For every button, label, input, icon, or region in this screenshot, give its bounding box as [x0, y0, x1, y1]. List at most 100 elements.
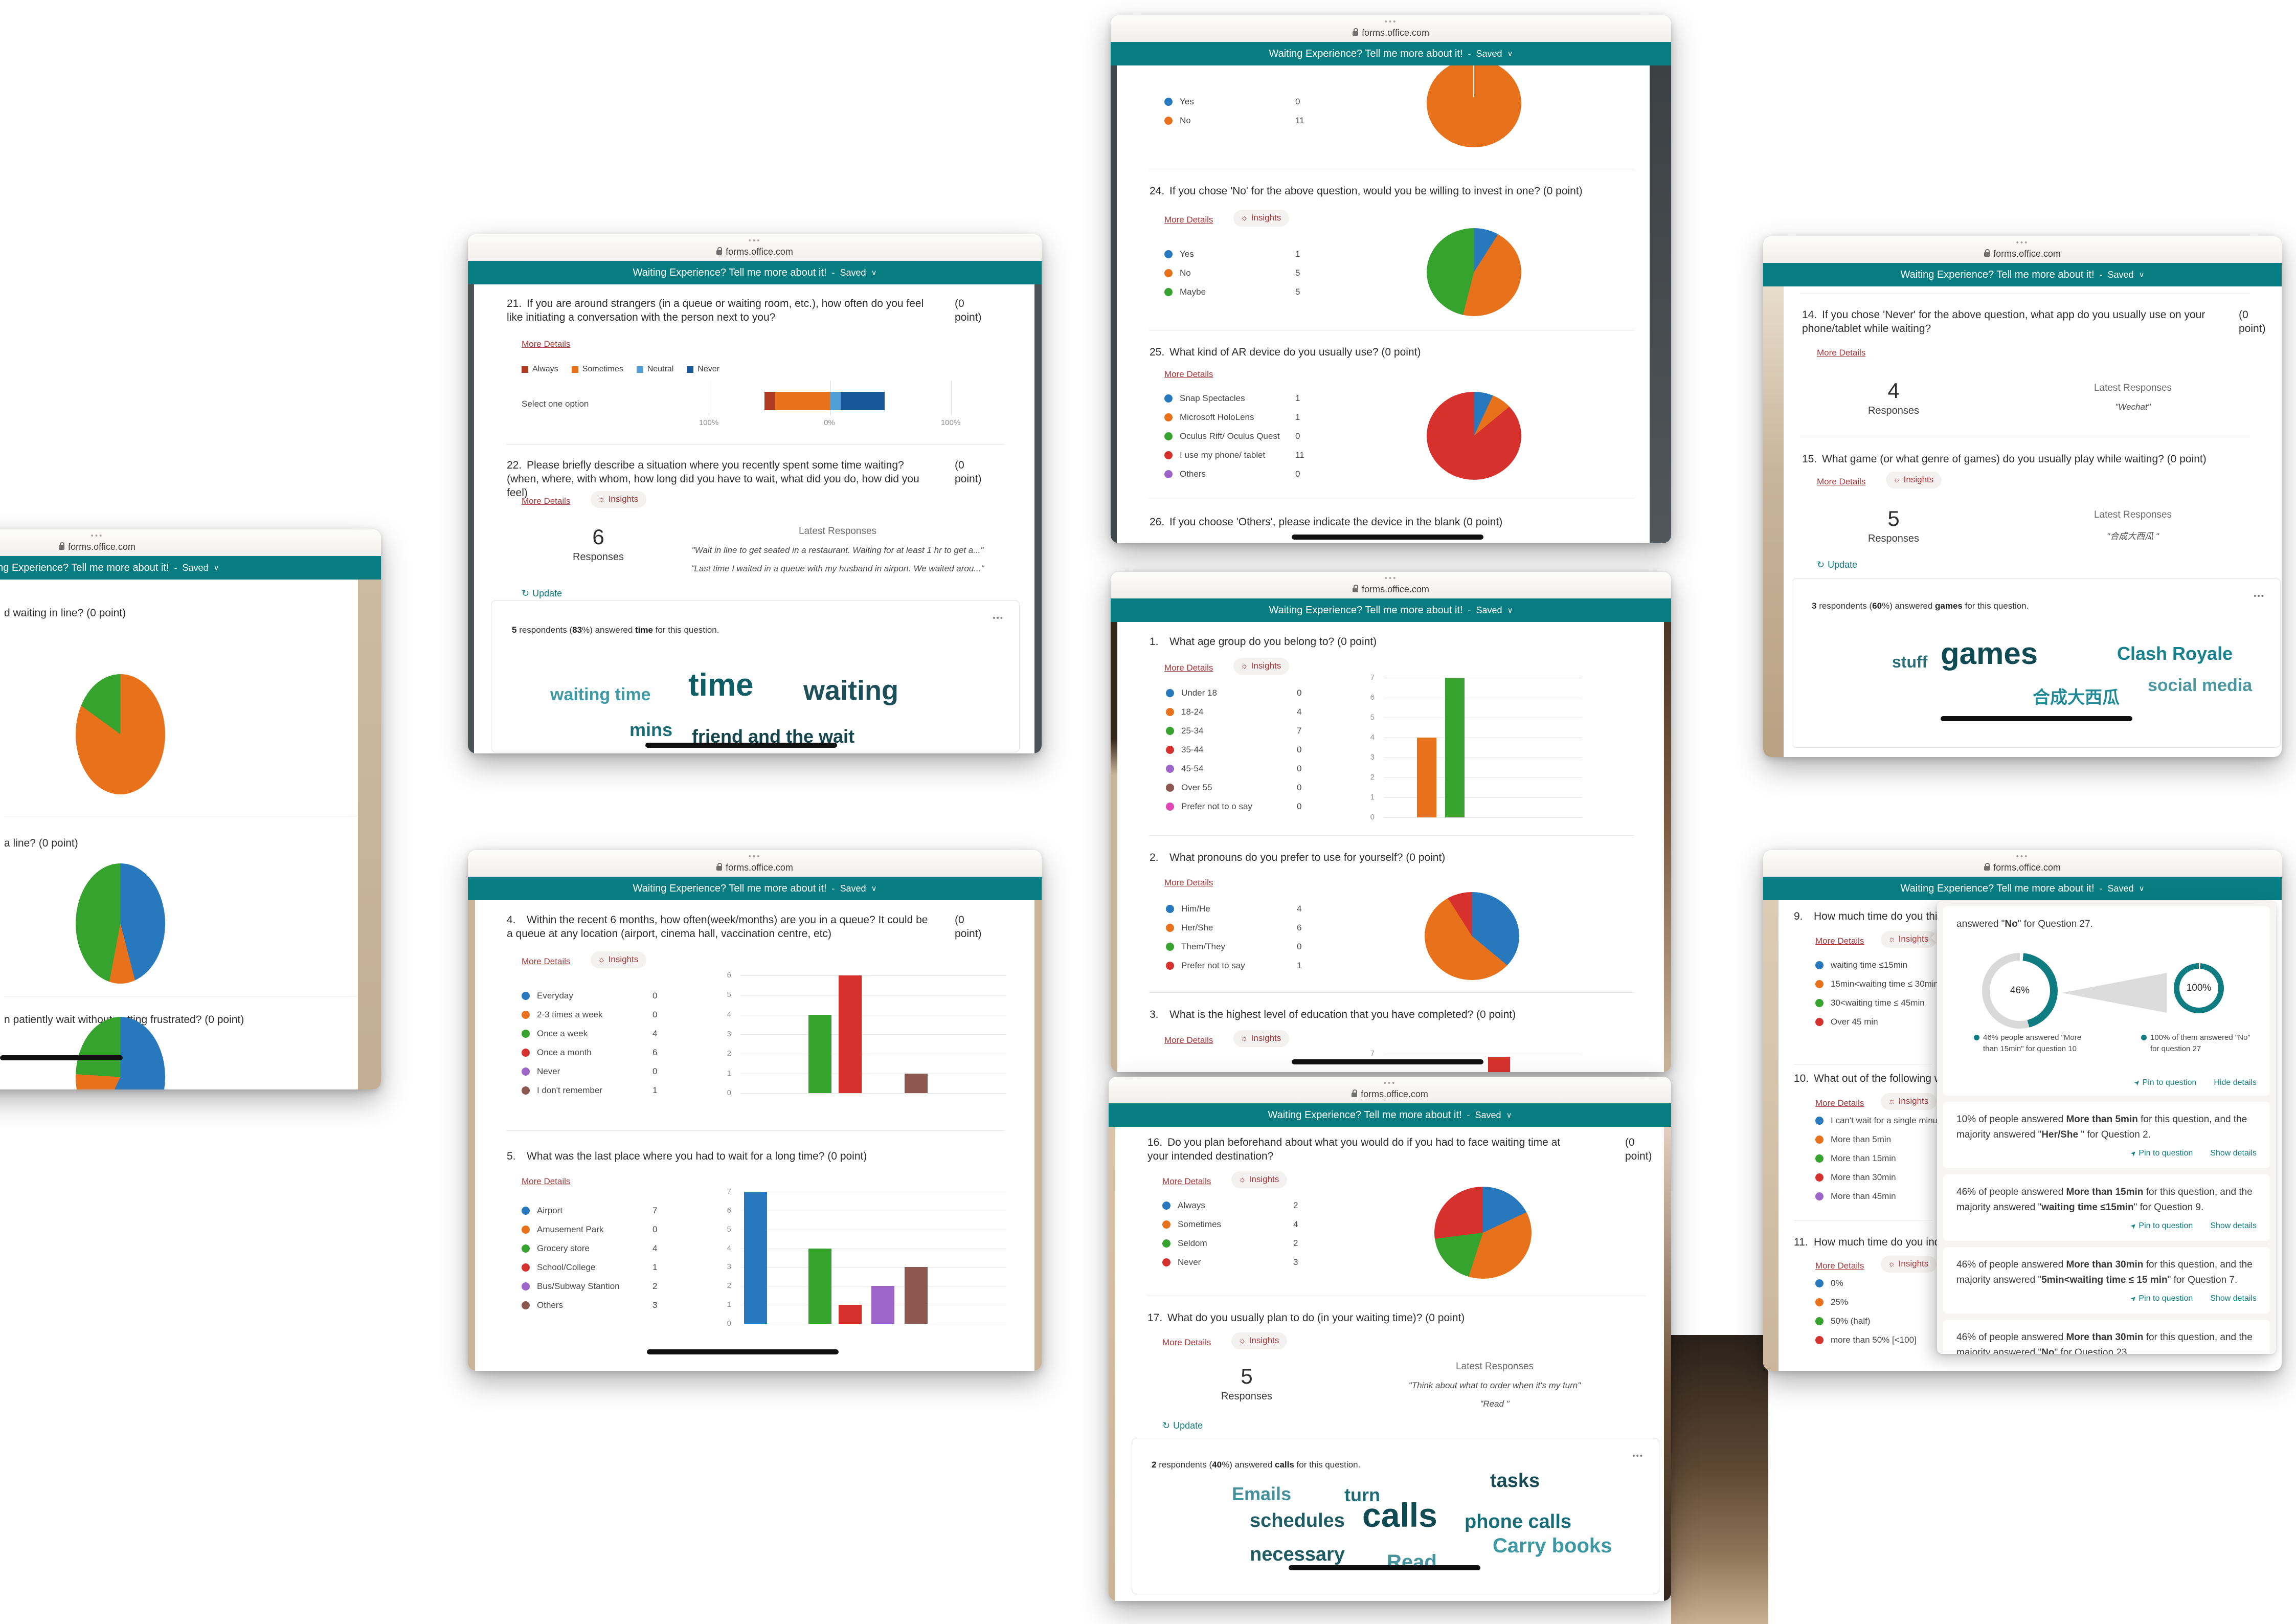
address-bar[interactable]: forms.office.com — [1109, 1089, 1671, 1100]
responses-count: 5 — [1887, 506, 1900, 530]
window-menu-dots[interactable]: ••• — [1384, 574, 1398, 583]
legend-label: Never — [1178, 1257, 1201, 1267]
more-details-link[interactable]: More Details — [1815, 1261, 1864, 1271]
title-separator: - — [2099, 883, 2103, 894]
cloud-word: phone calls — [1465, 1511, 1572, 1532]
scrollbar[interactable] — [1941, 716, 2132, 721]
hide-details-link[interactable]: Hide details — [2214, 1078, 2257, 1087]
legend-color-dot — [1166, 943, 1174, 951]
more-details-link[interactable]: More Details — [1817, 477, 1866, 486]
bar-chart: 6 5 4 3 2 1 0 — [714, 971, 1006, 1097]
pin-to-question-link[interactable]: ➤ Pin to question — [2128, 1221, 2193, 1231]
browser-chrome: ••• forms.office.com — [1111, 572, 1671, 599]
bar — [904, 1267, 928, 1324]
insights-button[interactable]: ☼ Insights — [1231, 1171, 1288, 1188]
address-bar[interactable]: forms.office.com — [1763, 862, 2282, 873]
address-bar[interactable]: forms.office.com — [0, 542, 381, 552]
card-menu-button[interactable]: ••• — [2254, 592, 2265, 600]
insights-bulb-icon: ☼ — [598, 955, 605, 964]
scrollbar[interactable] — [1289, 1565, 1480, 1570]
scrollbar[interactable] — [647, 1349, 839, 1354]
scrollbar[interactable] — [645, 743, 837, 748]
chevron-down-icon[interactable]: ∨ — [213, 564, 219, 572]
address-bar[interactable]: forms.office.com — [1111, 584, 1671, 595]
legend-label: No — [1180, 116, 1191, 125]
question-number: 4. — [507, 914, 516, 926]
more-details-link[interactable]: More Details — [1164, 215, 1213, 225]
insights-button[interactable]: ☼ Insights — [1231, 1332, 1288, 1349]
more-details-link[interactable]: More Details — [1164, 1035, 1213, 1045]
pin-to-question-link[interactable]: ➤ Pin to question — [2128, 1148, 2193, 1158]
insights-button[interactable]: ☼ Insights — [1881, 931, 1937, 948]
window-menu-dots[interactable]: ••• — [2016, 238, 2029, 247]
show-details-link[interactable]: Show details — [2210, 1294, 2257, 1303]
browser-chrome: ••• forms.office.com — [1109, 1077, 1671, 1104]
insights-button[interactable]: ☼ Insights — [1881, 1256, 1937, 1273]
legend-label: I use my phone/ tablet — [1180, 450, 1266, 460]
more-details-link[interactable]: More Details — [1164, 369, 1213, 379]
more-details-link[interactable]: More Details — [1815, 936, 1864, 946]
chevron-down-icon[interactable]: ∨ — [1506, 1111, 1512, 1120]
more-details-link[interactable]: More Details — [522, 496, 571, 506]
address-bar[interactable]: forms.office.com — [1763, 249, 2282, 259]
more-details-link[interactable]: More Details — [1817, 348, 1866, 358]
word-cloud-caption: 3 respondents (60%) answered games for t… — [1812, 601, 2029, 611]
insights-button[interactable]: ☼ Insights — [591, 951, 647, 968]
window-menu-dots[interactable]: ••• — [1383, 1079, 1397, 1087]
more-details-link[interactable]: More Details — [1164, 663, 1213, 673]
address-bar[interactable]: forms.office.com — [468, 247, 1042, 257]
legend-label: No — [1180, 268, 1191, 278]
legend-item: Always — [522, 365, 558, 374]
more-details-link[interactable]: More Details — [1162, 1338, 1211, 1347]
chevron-down-icon[interactable]: ∨ — [871, 884, 877, 893]
axis-tick: 3 — [1370, 753, 1375, 762]
window-menu-dots[interactable]: ••• — [748, 236, 761, 245]
more-details-link[interactable]: More Details — [1164, 878, 1213, 887]
window-menu-dots[interactable]: ••• — [91, 531, 104, 540]
insights-button[interactable]: ☼ Insights — [591, 491, 647, 508]
legend-value: 0 — [652, 1066, 658, 1076]
saved-status: Saved — [1475, 1109, 1501, 1120]
insights-button[interactable]: ☼ Insights — [1881, 1093, 1937, 1110]
responses-count: 6 — [592, 525, 604, 549]
axis-tick: 7 — [1370, 1049, 1375, 1058]
legend-value: 7 — [1297, 726, 1302, 736]
more-details-link[interactable]: More Details — [522, 1176, 571, 1186]
address-bar[interactable]: forms.office.com — [468, 862, 1042, 873]
update-link[interactable]: ↻ Update — [522, 588, 562, 598]
window-menu-dots[interactable]: ••• — [1384, 17, 1398, 26]
window-menu-dots[interactable]: ••• — [748, 852, 761, 861]
update-link[interactable]: ↻ Update — [1162, 1420, 1203, 1431]
pin-to-question-link[interactable]: ➤ Pin to question — [2128, 1294, 2193, 1303]
more-details-link[interactable]: More Details — [522, 956, 571, 966]
responses-label: Responses — [1221, 1391, 1273, 1402]
insights-button[interactable]: ☼ Insights — [1233, 658, 1290, 675]
window-menu-dots[interactable]: ••• — [2016, 852, 2029, 861]
address-bar[interactable]: forms.office.com — [1111, 28, 1671, 38]
more-details-link[interactable]: More Details — [1162, 1176, 1211, 1186]
scrollbar[interactable] — [1292, 1059, 1483, 1064]
chevron-down-icon[interactable]: ∨ — [871, 269, 877, 277]
insights-button[interactable]: ☼ Insights — [1233, 1030, 1290, 1047]
insights-button[interactable]: ☼ Insights — [1233, 210, 1290, 227]
more-details-link[interactable]: More Details — [1815, 1098, 1864, 1108]
card-menu-button[interactable]: ••• — [1632, 1452, 1644, 1460]
pie-chart — [1424, 892, 1519, 980]
chevron-down-icon[interactable]: ∨ — [2139, 884, 2145, 893]
pin-to-question-link[interactable]: ➤ Pin to question — [2132, 1078, 2197, 1087]
show-details-link[interactable]: Show details — [2210, 1221, 2257, 1230]
show-details-link[interactable]: Show details — [2210, 1149, 2257, 1158]
insights-button[interactable]: ☼ Insights — [1886, 472, 1942, 488]
chevron-down-icon[interactable]: ∨ — [1507, 606, 1513, 615]
update-link[interactable]: ↻ Update — [1817, 560, 1858, 570]
card-menu-button[interactable]: ••• — [993, 614, 1004, 622]
more-details-link[interactable]: More Details — [522, 339, 571, 349]
axis-label: 100% — [699, 418, 719, 427]
chevron-down-icon[interactable]: ∨ — [1507, 50, 1513, 58]
scrollbar[interactable] — [0, 1055, 123, 1060]
question-title: 25. What kind of AR device do you usually… — [1150, 345, 1610, 359]
insights-bulb-icon: ☼ — [1888, 1260, 1896, 1269]
chevron-down-icon[interactable]: ∨ — [2139, 271, 2145, 279]
scrollbar[interactable] — [1292, 535, 1483, 540]
title-separator: - — [831, 883, 835, 894]
